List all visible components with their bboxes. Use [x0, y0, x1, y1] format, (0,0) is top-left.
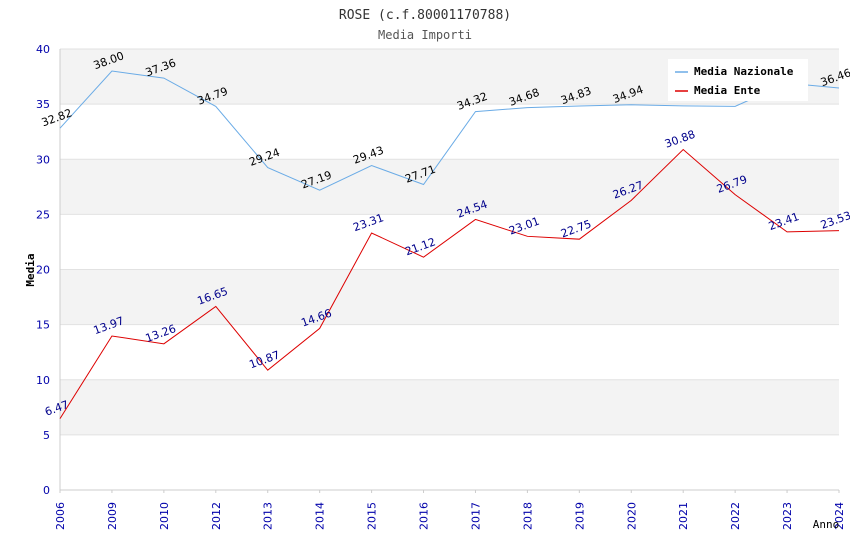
x-tick-label: 2015 [366, 502, 379, 530]
y-tick-label: 30 [36, 153, 50, 166]
x-tick-label: 2020 [625, 502, 638, 530]
x-tick-label: 2022 [729, 502, 742, 530]
y-tick-label: 40 [36, 43, 50, 56]
legend-label-media-ente: Media Ente [694, 84, 761, 97]
x-tick-label: 2023 [781, 502, 794, 530]
x-tick-label: 2024 [833, 502, 846, 530]
x-tick-label: 2012 [210, 502, 223, 530]
x-tick-label: 2021 [677, 502, 690, 530]
y-tick-label: 5 [43, 429, 50, 442]
x-tick-label: 2019 [573, 502, 586, 530]
series-lines [59, 70, 840, 419]
x-tick-label: 2014 [314, 502, 327, 530]
y-tick-label: 10 [36, 374, 50, 387]
y-tick-label: 0 [43, 484, 50, 497]
x-tick-label: 2018 [521, 502, 534, 530]
plot-bands [60, 49, 839, 435]
x-tick-label: 2016 [418, 502, 431, 530]
y-tick-label: 20 [36, 264, 50, 277]
y-tick-label: 15 [36, 319, 50, 332]
data-label-media-ente: 23.01 [507, 215, 541, 238]
x-axis-ticks: 2006 2009 2010 2012 2013 2014 2015 2016 2017 2018… [54, 490, 846, 530]
legend: Media Nazionale Media Ente [668, 59, 808, 101]
legend-box [668, 59, 808, 101]
y-axis-label: Media [24, 253, 37, 286]
x-tick-label: 2009 [106, 502, 119, 530]
plot-band [60, 269, 839, 325]
plot-band [60, 379, 839, 435]
series-line-media-nazionale [59, 70, 840, 191]
data-label-media-ente: 21.12 [403, 235, 437, 258]
x-tick-label: 2017 [469, 502, 482, 530]
series-line-media-ente [59, 148, 840, 419]
chart-title: ROSE (c.f.80001170788) [339, 8, 511, 23]
gridlines [59, 48, 839, 491]
chart-subtitle: Media Importi [378, 28, 472, 42]
y-tick-label: 25 [36, 208, 50, 221]
legend-label-media-nazionale: Media Nazionale [694, 65, 794, 78]
y-tick-label: 35 [36, 98, 50, 111]
x-tick-label: 2010 [158, 502, 171, 530]
x-axis-label: Anno [813, 518, 840, 531]
plot-band [60, 159, 839, 215]
y-axis-ticks: 0 5 10 15 20 25 30 35 40 [36, 43, 50, 497]
x-tick-label: 2013 [262, 502, 275, 530]
x-tick-label: 2006 [54, 502, 67, 530]
data-label-media-ente: 13.26 [144, 322, 178, 345]
data-label-media-ente: 22.75 [559, 217, 593, 240]
data-label-media-ente: 30.88 [663, 128, 697, 151]
